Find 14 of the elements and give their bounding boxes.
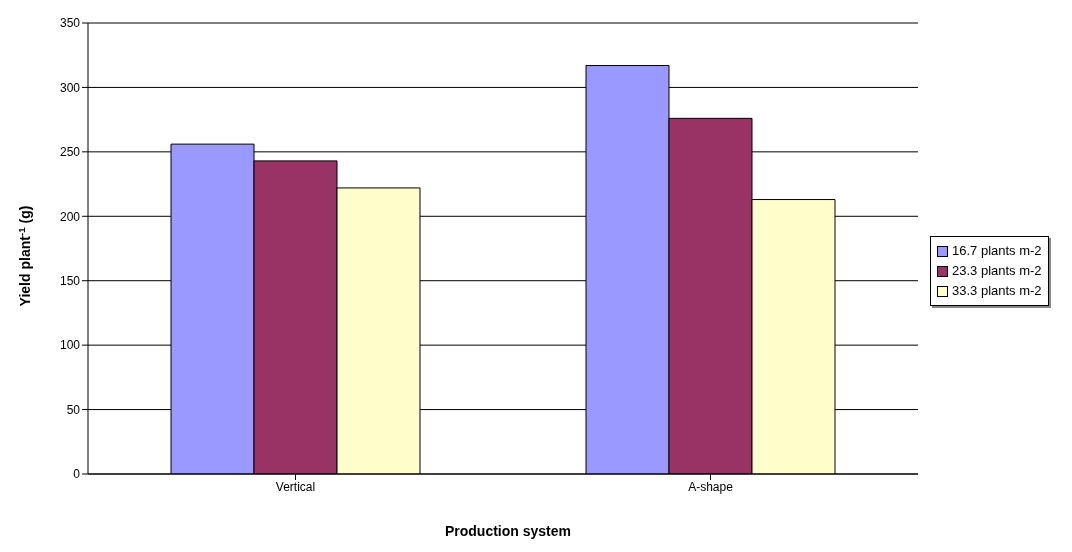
legend-label: 23.3 plants m-2 [951, 262, 1042, 280]
y-tick-label: 300 [59, 80, 81, 95]
y-tick-label: 200 [59, 209, 81, 224]
legend-label: 16.7 plants m-2 [951, 242, 1042, 260]
y-tick-label: 0 [73, 467, 81, 482]
x-tick-label: Vertical [275, 479, 316, 494]
x-tick-label: A-shape [688, 479, 734, 494]
legend-label: 33.3 plants m-2 [951, 282, 1042, 300]
y-tick-label: 50 [66, 402, 81, 417]
x-axis-title: Production system [444, 523, 572, 539]
y-tick-label: 250 [59, 145, 81, 160]
y-tick-label: 350 [59, 16, 81, 31]
y-tick-label: 150 [59, 273, 81, 288]
y-tick-label: 100 [59, 338, 81, 353]
